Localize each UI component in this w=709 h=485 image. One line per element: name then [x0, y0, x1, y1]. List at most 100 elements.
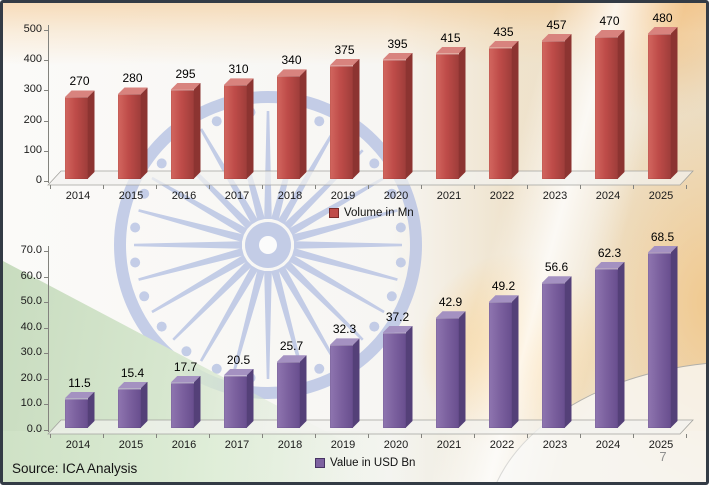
y-tick-mark: [44, 251, 48, 252]
bar-front-face: [594, 268, 618, 428]
x-tick-mark: [367, 185, 369, 189]
y-tick-mark: [44, 60, 48, 62]
chakra-part: [114, 91, 422, 399]
legend-label: Volume in Mn: [344, 207, 414, 219]
x-category-label: 2024: [595, 439, 621, 451]
chakra-part: [283, 260, 364, 341]
chakra-part: [232, 269, 265, 375]
y-tick-mark: [44, 327, 48, 329]
bar-side-face: [565, 34, 572, 179]
bar-front-face: [594, 37, 618, 179]
bar-front-face: [276, 76, 300, 179]
y-tick-label: 60.0: [20, 269, 42, 282]
bar: [647, 27, 678, 179]
chakra-part: [369, 321, 380, 332]
bar-top-face: [489, 41, 519, 48]
x-tick-mark: [261, 434, 263, 438]
x-category-label: 2017: [224, 439, 250, 451]
bar-top-face: [330, 338, 360, 345]
y-tick-label: 200: [23, 113, 42, 126]
x-tick-mark: [473, 434, 475, 438]
bar-top-face: [277, 355, 307, 362]
bar-front-face: [64, 97, 88, 179]
bar-front-face: [435, 318, 459, 428]
y-tick-mark: [44, 30, 48, 31]
bar-value-label: 11.5: [68, 375, 91, 390]
bar-side-face: [247, 78, 254, 179]
chart-floor: [47, 419, 694, 435]
y-tick-mark: [44, 120, 48, 122]
x-category-label: 2019: [330, 439, 356, 451]
bar-front-face: [382, 59, 406, 179]
bar-side-face: [565, 276, 572, 428]
legend-volume: Volume in Mn: [329, 207, 414, 219]
chakra-part: [271, 269, 304, 375]
chakra-part: [211, 363, 222, 374]
bar: [594, 262, 625, 428]
y-axis-line: [48, 25, 49, 183]
y-tick-mark: [44, 378, 48, 380]
x-tick-mark: [632, 185, 634, 189]
y-tick-mark: [44, 90, 48, 92]
bar-top-face: [224, 78, 254, 85]
bar-value-label: 295: [175, 66, 196, 81]
y-tick-label: 0: [35, 174, 42, 186]
bar: [541, 276, 572, 428]
chakra-part: [292, 209, 398, 242]
chakra-part: [139, 291, 150, 302]
chakra-part: [156, 158, 167, 169]
y-tick-label: 50.0: [20, 295, 42, 308]
x-tick-mark: [314, 185, 316, 189]
bar-top-face: [542, 276, 572, 283]
y-tick-mark: [44, 404, 48, 406]
bar-value-label: 32.3: [332, 322, 357, 337]
bar-front-face: [329, 345, 353, 428]
bar-side-face: [247, 369, 254, 428]
bar-top-face: [383, 53, 413, 60]
bar-front-face: [488, 47, 512, 179]
chart-floor: [47, 170, 694, 186]
x-tick-mark: [155, 434, 157, 438]
bar-value-label: 340: [281, 53, 302, 68]
bar-value-label: 37.2: [385, 309, 410, 324]
x-category-label: 2015: [118, 190, 144, 202]
bar-value-label: 435: [493, 24, 514, 39]
chakra-part: [314, 363, 325, 374]
bar-top-face: [171, 83, 201, 90]
y-tick-mark: [44, 181, 48, 182]
bar: [382, 326, 413, 428]
y-tick-mark: [44, 302, 48, 304]
bar-top-face: [595, 262, 625, 269]
bar-side-face: [194, 376, 201, 428]
bar: [170, 376, 201, 428]
bar: [329, 338, 360, 428]
chakra-part: [395, 257, 406, 268]
x-category-label: 2014: [65, 190, 91, 202]
bar-value-label: 42.9: [438, 295, 463, 310]
bar-value-label: 15.4: [120, 365, 145, 380]
bar-front-face: [382, 332, 406, 428]
y-tick-mark: [44, 430, 48, 431]
x-tick-mark: [367, 434, 369, 438]
bar-value-label: 395: [387, 36, 408, 51]
chakra-part: [292, 248, 398, 281]
bar-value-label: 415: [440, 30, 461, 45]
y-tick-label: 20.0: [20, 371, 42, 384]
bar-side-face: [406, 53, 413, 179]
chart-floor-surface: [47, 419, 694, 435]
chakra-part: [369, 158, 380, 169]
legend-value: Value in USD Bn: [315, 457, 415, 469]
chakra-part: [181, 346, 192, 357]
x-tick-mark: [579, 185, 581, 189]
chart-value: 0.0 10.0 20.0 30.0 40.0 50.0 60.0 70.0 11.5 2014 1…: [3, 3, 706, 482]
bar-side-face: [618, 30, 625, 179]
bar-top-face: [330, 59, 360, 66]
bar-top-face: [489, 295, 519, 302]
x-tick-mark: [579, 434, 581, 438]
bar-value-label: 457: [546, 17, 567, 32]
x-tick-mark: [49, 434, 51, 438]
bar-top-face: [65, 90, 95, 97]
y-axis-line: [48, 246, 49, 432]
chakra-part: [156, 321, 167, 332]
